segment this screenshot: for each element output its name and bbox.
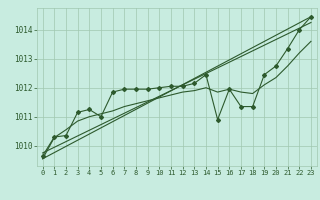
Text: Graphe pression niveau de la mer (hPa): Graphe pression niveau de la mer (hPa) [60,185,260,194]
